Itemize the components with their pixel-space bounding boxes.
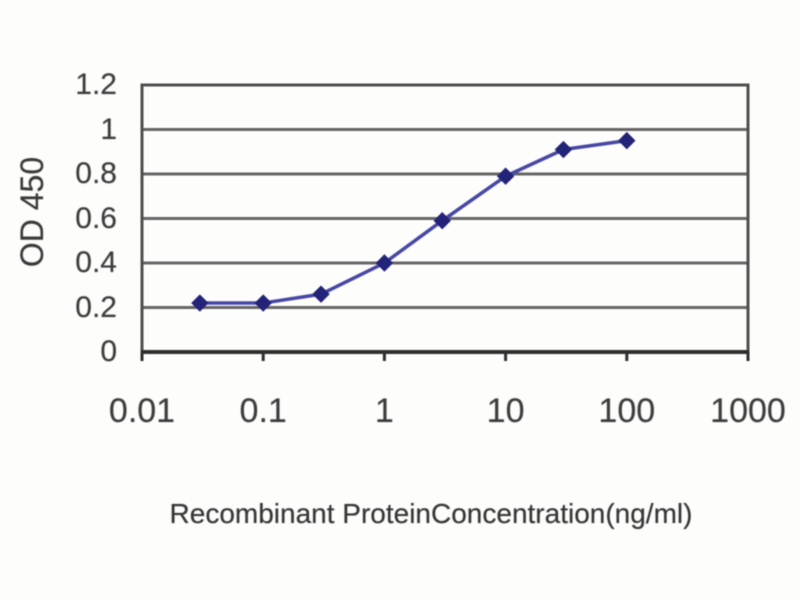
y-tick-label: 0.4 xyxy=(75,246,117,279)
data-point-marker xyxy=(496,167,515,185)
y-axis-title: OD 450 xyxy=(14,156,50,268)
x-tick-label: 10 xyxy=(486,392,525,430)
data-point-marker xyxy=(191,294,209,312)
y-tick-label: 1 xyxy=(100,112,117,146)
x-tick-label: 100 xyxy=(598,392,656,430)
y-tick-label: 0.6 xyxy=(75,201,117,235)
y-tick-label: 0.8 xyxy=(75,157,117,190)
data-point-marker xyxy=(554,140,573,159)
x-tick-label: 1 xyxy=(374,392,394,430)
data-point-marker xyxy=(254,294,272,312)
x-axis-title: Recombinant ProteinConcentration(ng/ml) xyxy=(169,498,693,529)
data-point-marker xyxy=(433,212,451,230)
x-tick-label: 0.01 xyxy=(108,392,176,430)
x-tick-label: 1000 xyxy=(710,392,786,430)
y-tick-label: 0.2 xyxy=(75,290,117,324)
y-tick-label: 1.2 xyxy=(75,68,117,101)
data-point-marker xyxy=(375,254,394,272)
data-line xyxy=(199,138,628,305)
y-tick-label: 0 xyxy=(100,335,117,368)
data-point-marker xyxy=(312,285,330,303)
data-point-marker xyxy=(618,131,636,150)
x-tick-label: 0.1 xyxy=(239,392,287,430)
